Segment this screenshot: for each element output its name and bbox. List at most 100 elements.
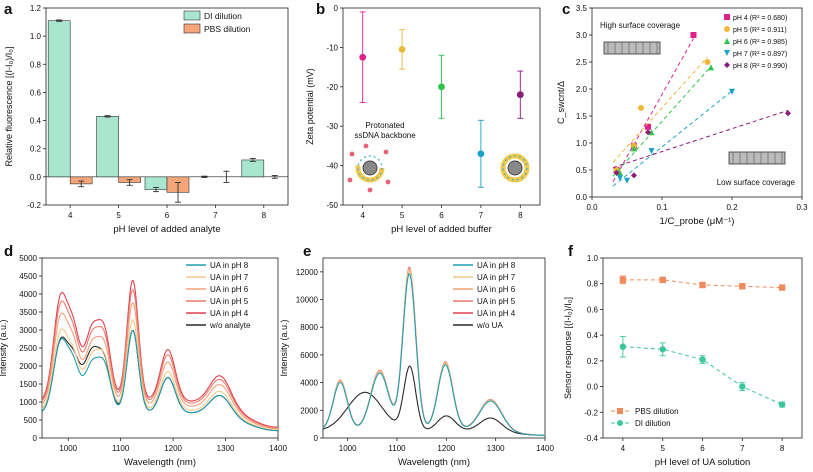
data-point [739,383,746,390]
y-tick-label: 1.5 [576,112,588,121]
legend-label: pH 7 (R² = 0.897) [733,51,787,58]
x-tick-label: 8 [518,211,523,220]
legend-label: UA in pH 6 [210,285,249,294]
data-point [724,14,730,20]
y-tick-label: 3.5 [576,4,588,13]
illustration-shape [357,155,383,181]
fit-line [612,38,694,182]
x-tick-label: 6 [165,211,170,220]
legend-label: w/o analyte [209,321,251,330]
y-axis-label: Intensity (a.u.) [0,319,8,376]
data-point [729,88,735,95]
data-point [631,172,637,179]
y-tick-label: 0 [334,4,339,13]
x-tick-label: 4 [68,211,73,220]
y-tick-label: 0.4 [30,117,42,126]
legend-label: UA in pH 4 [210,309,249,318]
series-line [41,330,278,432]
y-tick-label: 2.5 [576,58,588,67]
series-line [41,289,278,429]
x-axis-label: Wavelength (nm) [398,457,470,468]
y-tick-label: -30 [326,122,338,131]
legend-label: UA in pH 7 [477,273,516,282]
x-axis-label: pH level of added buffer [391,224,492,235]
x-tick-label: 8 [780,444,785,453]
y-tick-label: 10000 [296,296,319,305]
data-point [708,64,714,71]
y-tick-label: 4000 [300,379,318,388]
fit-line [612,90,733,187]
x-tick-label: 1200 [437,444,455,453]
data-point [645,129,651,136]
y-tick-label: 0.0 [587,383,599,392]
legend-label: pH 8 (R² = 0.990) [733,63,787,70]
data-point [699,356,706,363]
series-line [41,302,278,430]
data-point [648,129,655,136]
y-tick-label: 1.2 [30,4,42,13]
x-tick-label: 1300 [487,444,505,453]
y-tick-label: -0.4 [584,434,598,443]
fit-line [612,66,712,177]
y-tick-label: 0.2 [587,357,599,366]
dna-wrapped-nanotube-illustration [355,153,385,183]
nanotube-illustration [728,151,786,165]
x-axis-label: Wavelength (nm) [124,457,196,468]
legend-label: UA in pH 8 [477,261,516,270]
legend-swatch [183,10,201,21]
dna-wrapped-nanotube-illustration [500,153,530,183]
y-tick-label: 8000 [300,323,318,332]
series-line [41,319,278,431]
bar [47,20,71,178]
x-tick-label: 1100 [388,444,406,453]
data-point [617,169,623,176]
data-point [631,145,637,152]
legend-label: UA in pH 5 [210,297,249,306]
data-point [659,276,666,284]
y-tick-label: 0.2 [30,145,42,154]
y-tick-label: 6000 [300,351,318,360]
legend-label: pH 5 (R² = 0.911) [733,27,787,34]
x-tick-label: 1400 [536,444,554,453]
y-tick-label: 4500 [19,272,37,281]
legend-label: pH 6 (R² = 0.985) [733,39,787,46]
data-point [724,62,730,68]
x-tick-label: 1200 [164,444,182,453]
y-tick-label: 1.0 [587,254,599,263]
x-tick-label: 5 [116,211,121,220]
legend-label: UA in pH 6 [477,285,516,294]
data-point [477,150,485,158]
panel-letter: d [4,243,13,260]
y-tick-label: -20 [326,83,338,92]
y-axis-label: Sensor response [(I-I₀)/I₀] [563,297,573,399]
legend-label: UA in pH 8 [210,261,249,270]
y-tick-label: 1000 [19,398,37,407]
x-axis-label: pH level of UA solution [655,457,751,468]
y-tick-label: 0.0 [30,173,42,182]
y-tick-label: -0.2 [584,408,598,417]
legend-label: DI dilution [204,11,242,21]
legend-label: w/o UA [476,321,503,330]
y-tick-label: 0 [314,434,319,443]
y-axis-label: C_swcnt/Δ [556,81,566,124]
data-point [704,59,711,65]
illustration-shape [603,41,661,55]
bar [96,116,119,178]
data-point [690,32,697,38]
x-axis-label: 1/C_probe (μM⁻¹) [660,216,735,227]
data-point [398,45,406,53]
panel-letter: c [562,1,570,18]
plot-frame [591,7,803,198]
data-point [613,169,620,176]
x-tick-label: 0.0 [586,203,598,212]
x-tick-label: 1100 [112,444,130,453]
data-point [617,420,623,426]
data-point [778,401,786,408]
y-tick-label: 2500 [19,344,37,353]
proton-icon [383,149,389,155]
data-point [699,281,706,289]
legend-label: pH 4 (R² = 0.680) [733,15,787,22]
y-tick-label: -10 [326,43,338,52]
data-point [516,91,524,99]
